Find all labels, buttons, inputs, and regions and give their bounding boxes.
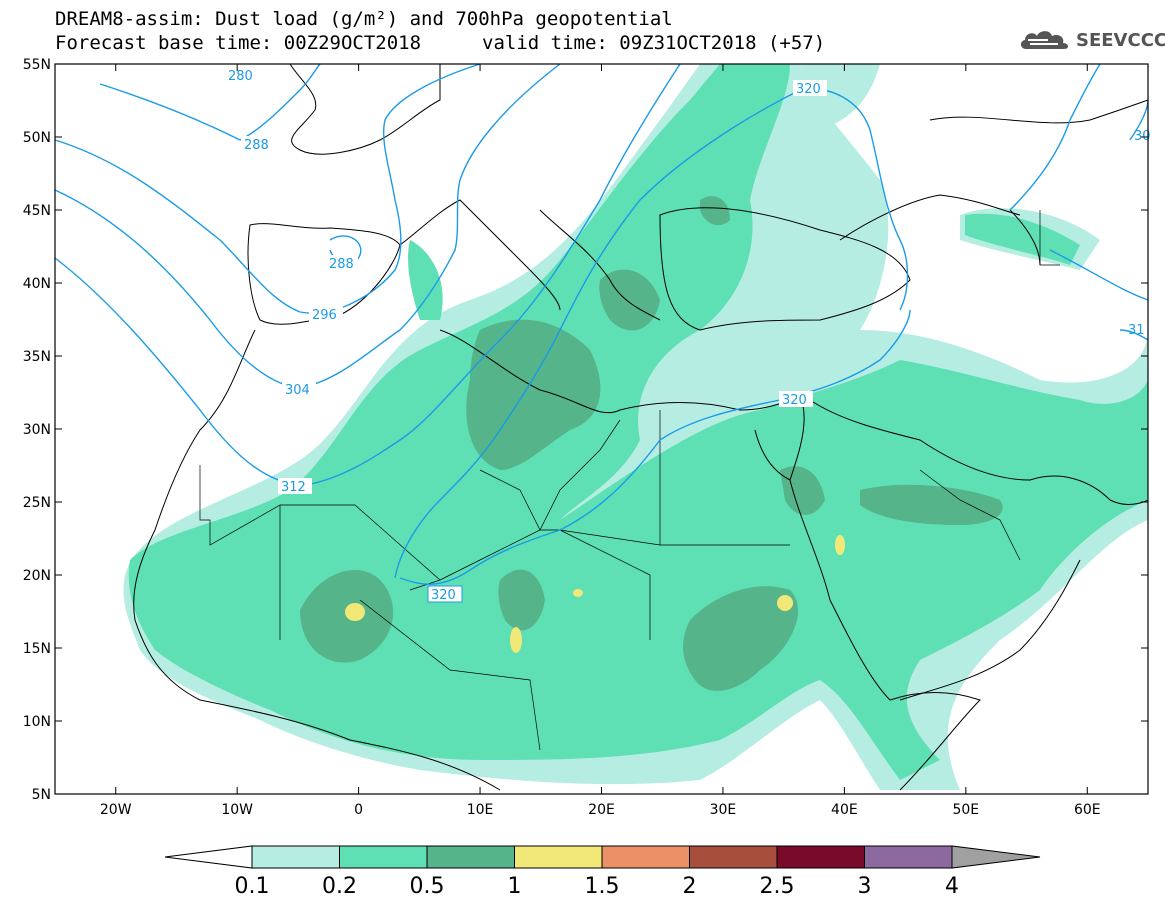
colorbar: 0.1 0.2 0.5 1 1.5 2 2.5 3 4	[164, 845, 1041, 899]
contour-label: 288	[244, 138, 269, 153]
lon-tick-label: 0	[354, 802, 363, 818]
contour-296	[54, 63, 481, 314]
colorbar-label: 4	[945, 874, 959, 899]
coastlines	[133, 63, 1149, 791]
colorbar-under-triangle	[164, 845, 253, 869]
colorbar-label: 1	[508, 874, 522, 899]
colorbar-label: 0.5	[410, 874, 445, 899]
contour-label: 320	[796, 82, 821, 97]
contour-label: 312	[281, 480, 306, 495]
colorbar-swatch	[514, 845, 603, 869]
colorbar-swatch	[339, 845, 428, 869]
chart-title: DREAM8-assim: Dust load (g/m²) and 700hP…	[55, 8, 673, 30]
lon-tick-label: 10W	[221, 802, 253, 818]
contour-label-cut: 31	[1128, 323, 1145, 338]
latitude-axis: 55N 50N 45N 40N 35N 30N 25N 20N 15N 10N 5N	[23, 57, 1148, 803]
valid-time: valid time: 09Z31OCT2018 (+57)	[482, 32, 826, 54]
colorbar-swatch	[864, 845, 953, 869]
colorbar-label: 2	[683, 874, 697, 899]
lon-tick-label: 60E	[1074, 802, 1101, 818]
lat-tick-label: 50N	[23, 130, 51, 146]
contour-label: 320	[431, 588, 456, 603]
lon-tick-label: 20E	[588, 802, 615, 818]
contour-label: 320	[782, 393, 807, 408]
contour-label: 288	[329, 257, 354, 272]
contour-labels: 288 288 296 304 312 320 320 320 280 31 3…	[228, 69, 1151, 603]
lat-tick-label: 5N	[32, 787, 51, 803]
lat-tick-label: 15N	[23, 641, 51, 657]
colorbar-label: 0.1	[235, 874, 270, 899]
longitude-axis: 20W 10W 0 10E 20E 30E 40E 50E 60E	[100, 64, 1101, 818]
colorbar-label: 1.5	[585, 874, 620, 899]
dust-layer-0-5	[300, 196, 1003, 691]
lat-tick-label: 55N	[23, 57, 51, 73]
colorbar-label: 0.2	[322, 874, 357, 899]
contour-288	[99, 63, 321, 141]
lat-tick-label: 30N	[23, 422, 51, 438]
colorbar-swatch	[689, 845, 778, 869]
lon-tick-label: 30E	[710, 802, 737, 818]
lat-tick-label: 20N	[23, 568, 51, 584]
contour-east-d	[1119, 329, 1149, 341]
lat-tick-label: 10N	[23, 714, 51, 730]
colorbar-label: 3	[858, 874, 872, 899]
lon-tick-label: 50E	[952, 802, 979, 818]
contour-label: 304	[285, 383, 310, 398]
contour-320-south	[399, 309, 911, 585]
cloud-icon	[1020, 31, 1069, 49]
contour-label-cut: 280	[228, 69, 253, 84]
contour-312	[54, 63, 681, 487]
lon-tick-label: 40E	[831, 802, 858, 818]
lat-tick-label: 35N	[23, 349, 51, 365]
lon-tick-label: 20W	[100, 802, 132, 818]
colorbar-swatch	[776, 845, 865, 869]
colorbar-swatch	[426, 845, 515, 869]
contour-304	[54, 63, 561, 389]
lat-tick-label: 25N	[23, 495, 51, 511]
country-borders	[199, 210, 1060, 751]
colorbar-over-triangle	[951, 845, 1041, 869]
dust-layer-1	[345, 535, 845, 653]
lat-tick-label: 45N	[23, 203, 51, 219]
lat-tick-label: 40N	[23, 276, 51, 292]
contour-label: 296	[312, 308, 337, 323]
contour-320-north	[394, 88, 909, 579]
forecast-base-time: Forecast base time: 00Z29OCT2018	[55, 32, 422, 54]
logo-text: SEEVCCC	[1076, 30, 1165, 51]
colorbar-swatch	[601, 845, 690, 869]
colorbar-swatch	[251, 845, 340, 869]
contour-east-b	[1049, 249, 1149, 301]
colorbar-label: 2.5	[760, 874, 795, 899]
lon-tick-label: 10E	[467, 802, 494, 818]
contour-east-a	[1009, 63, 1101, 211]
